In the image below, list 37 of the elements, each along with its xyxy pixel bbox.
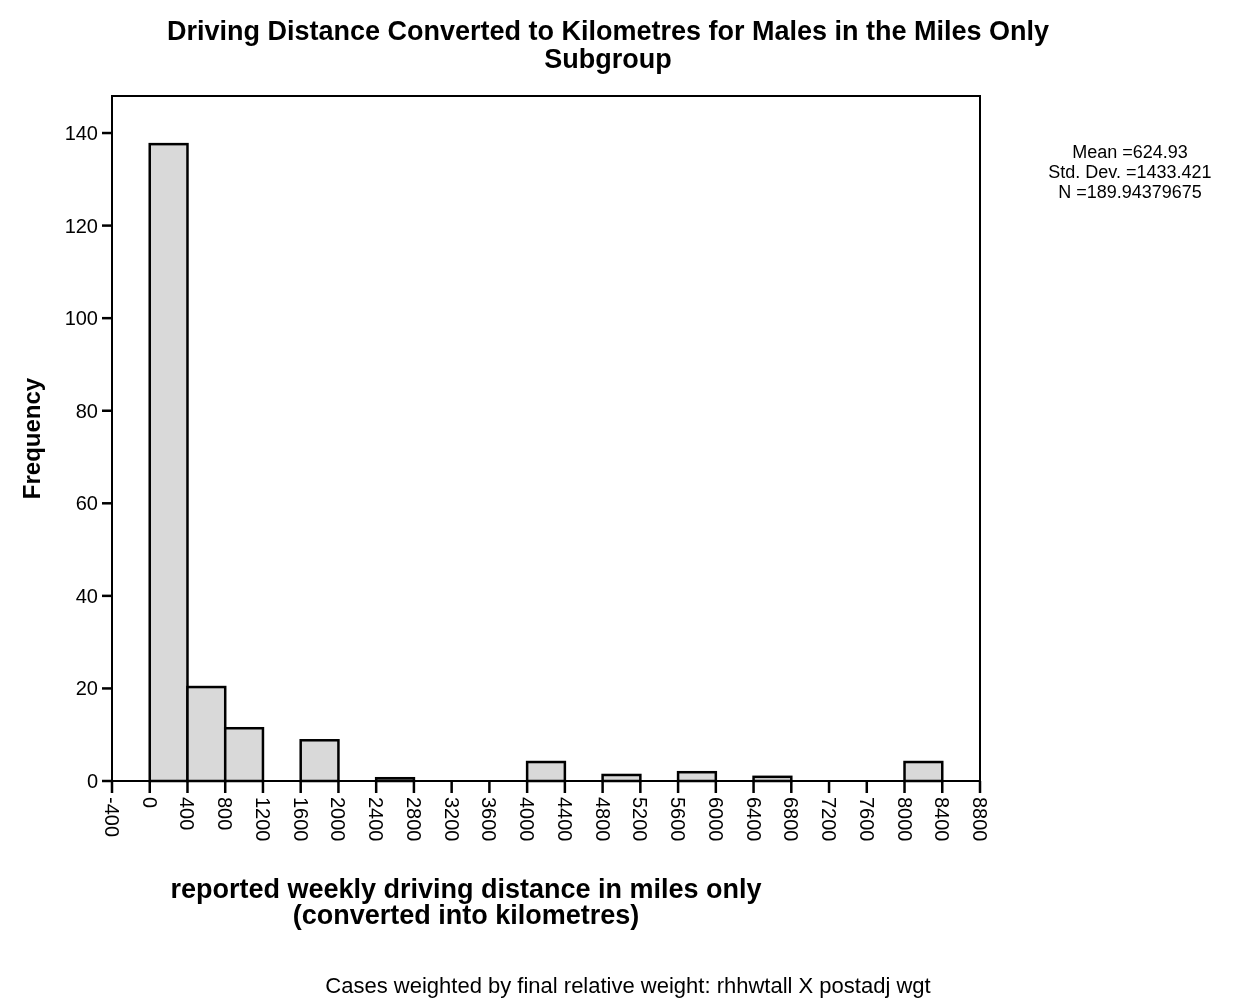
x-tick-label: 8000	[893, 797, 916, 842]
x-tick-label: 400	[176, 797, 199, 831]
y-tick-label: 40	[75, 584, 98, 607]
x-tick-label: 6800	[780, 797, 803, 842]
x-tick-label: 1200	[251, 797, 274, 842]
x-tick-label: 8800	[969, 797, 991, 842]
x-tick-label: -400	[101, 797, 123, 838]
y-tick-label: 60	[75, 492, 98, 515]
x-tick-label: 3200	[440, 797, 463, 842]
chart-title: Driving Distance Converted to Kilometres for Males in the Miles Only Subgroup	[166, 16, 1050, 74]
x-axis-title: reported weekly driving distance in miles only (converted into kilometres)	[170, 874, 762, 930]
y-tick-label: 140	[64, 122, 98, 145]
x-tick-label: 1600	[289, 797, 312, 842]
x-tick-label: 0	[138, 797, 161, 809]
x-tick-label: 7600	[855, 797, 878, 842]
x-tick-label: 2400	[365, 797, 388, 842]
y-tick-label: 0	[86, 770, 98, 792]
x-tick-label: 800	[214, 797, 237, 831]
x-tick-label: 2800	[402, 797, 425, 842]
x-tick-label: 4400	[553, 797, 576, 842]
x-tick-label: 7200	[818, 797, 841, 842]
x-tick-label: 3600	[478, 797, 501, 842]
x-tick-label: 6000	[704, 797, 727, 842]
x-tick-label: 5200	[629, 797, 652, 842]
text: Cases weighted by final relative weight: rhhwtall X postadj wgt	[325, 973, 931, 998]
y-tick-label: 20	[75, 677, 98, 700]
x-tick-label: 4800	[591, 797, 614, 842]
y-axis-title: Frequency	[18, 377, 45, 500]
y-tick-label: 80	[75, 399, 98, 422]
text: Mean =624.93 Std. Dev. =1433.421 N =189.94379675	[1048, 142, 1212, 202]
x-tick-label: 6400	[742, 797, 765, 842]
x-tick-label: 5600	[667, 797, 690, 842]
y-tick-label: 100	[64, 307, 98, 330]
x-tick-label: 2000	[327, 797, 350, 842]
y-tick-label: 120	[64, 214, 98, 237]
x-tick-label: 4000	[516, 797, 539, 842]
x-tick-label: 8400	[931, 797, 954, 842]
